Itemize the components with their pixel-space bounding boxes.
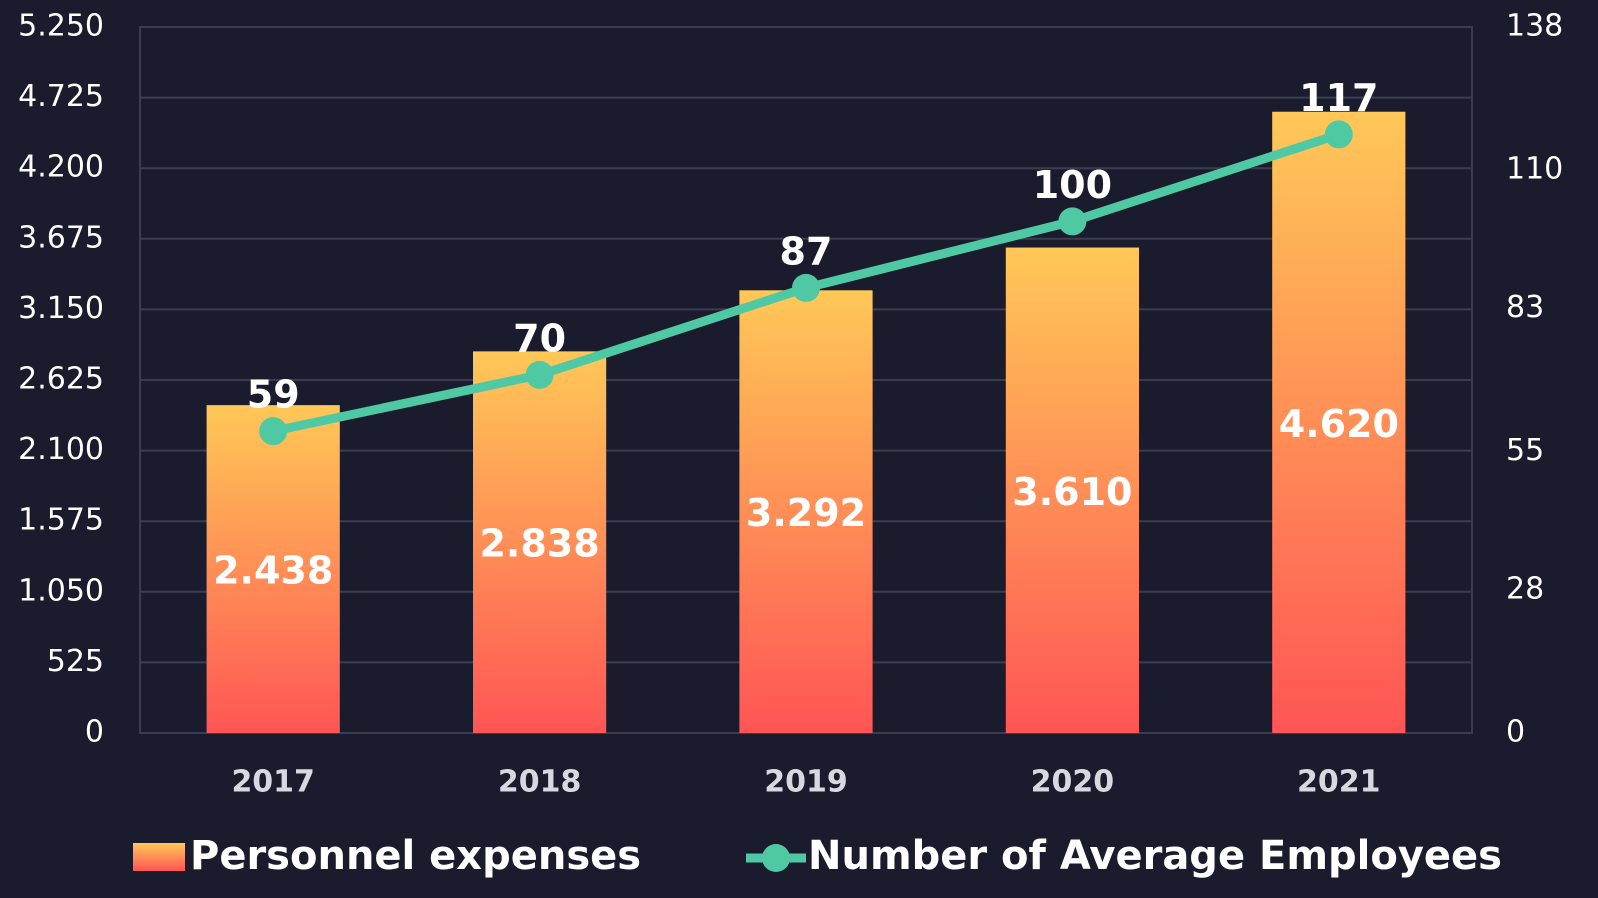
x-tick-label: 2019 bbox=[764, 765, 848, 800]
bar bbox=[473, 351, 607, 733]
y-tick-label: 3.150 bbox=[18, 291, 104, 326]
y-tick-label: 1.575 bbox=[18, 503, 104, 538]
y-tick-label: 3.675 bbox=[18, 220, 104, 255]
y-tick-label: 0 bbox=[85, 715, 104, 750]
y-tick-label: 2.625 bbox=[18, 362, 104, 397]
line-point bbox=[792, 273, 820, 302]
legend-label: Number of Average Employees bbox=[808, 833, 1502, 879]
legend-marker bbox=[762, 844, 790, 872]
line-value-label: 100 bbox=[1033, 163, 1112, 207]
bar bbox=[1272, 111, 1406, 734]
x-tick-label: 2020 bbox=[1031, 765, 1115, 800]
bar-value-label: 4.620 bbox=[1279, 402, 1399, 446]
bar bbox=[1005, 247, 1139, 733]
x-tick-label: 2017 bbox=[231, 765, 315, 800]
y2-tick-label: 0 bbox=[1506, 715, 1525, 750]
bar-value-label: 3.292 bbox=[746, 491, 866, 535]
y-tick-label: 4.725 bbox=[18, 79, 104, 114]
bar-value-label: 2.438 bbox=[213, 549, 333, 593]
bar-value-label: 2.838 bbox=[479, 522, 599, 566]
bar-value-label: 3.610 bbox=[1012, 470, 1132, 514]
y-tick-label: 525 bbox=[47, 644, 104, 679]
y-tick-label: 1.050 bbox=[18, 573, 104, 608]
legend-label: Personnel expenses bbox=[190, 833, 641, 879]
line-point bbox=[259, 417, 288, 446]
line-value-label: 70 bbox=[513, 316, 566, 360]
x-tick-label: 2021 bbox=[1297, 765, 1381, 800]
line-point bbox=[1058, 207, 1087, 236]
x-tick-label: 2018 bbox=[498, 765, 582, 800]
y-tick-label: 4.200 bbox=[18, 150, 104, 185]
y2-tick-label: 138 bbox=[1506, 9, 1563, 44]
line-value-label: 59 bbox=[247, 373, 300, 417]
line-point bbox=[525, 360, 554, 389]
line-value-label: 87 bbox=[780, 229, 833, 273]
y-tick-label: 2.100 bbox=[18, 432, 104, 467]
y2-tick-label: 83 bbox=[1506, 290, 1544, 325]
bar bbox=[206, 405, 340, 733]
y2-tick-label: 55 bbox=[1506, 433, 1544, 468]
bar bbox=[739, 290, 873, 733]
y-tick-label: 5.250 bbox=[18, 9, 104, 44]
line-point bbox=[1324, 120, 1353, 149]
y2-tick-label: 110 bbox=[1506, 152, 1563, 187]
y2-tick-label: 28 bbox=[1506, 571, 1544, 606]
legend-swatch bbox=[133, 843, 185, 871]
line-value-label: 117 bbox=[1299, 76, 1378, 120]
